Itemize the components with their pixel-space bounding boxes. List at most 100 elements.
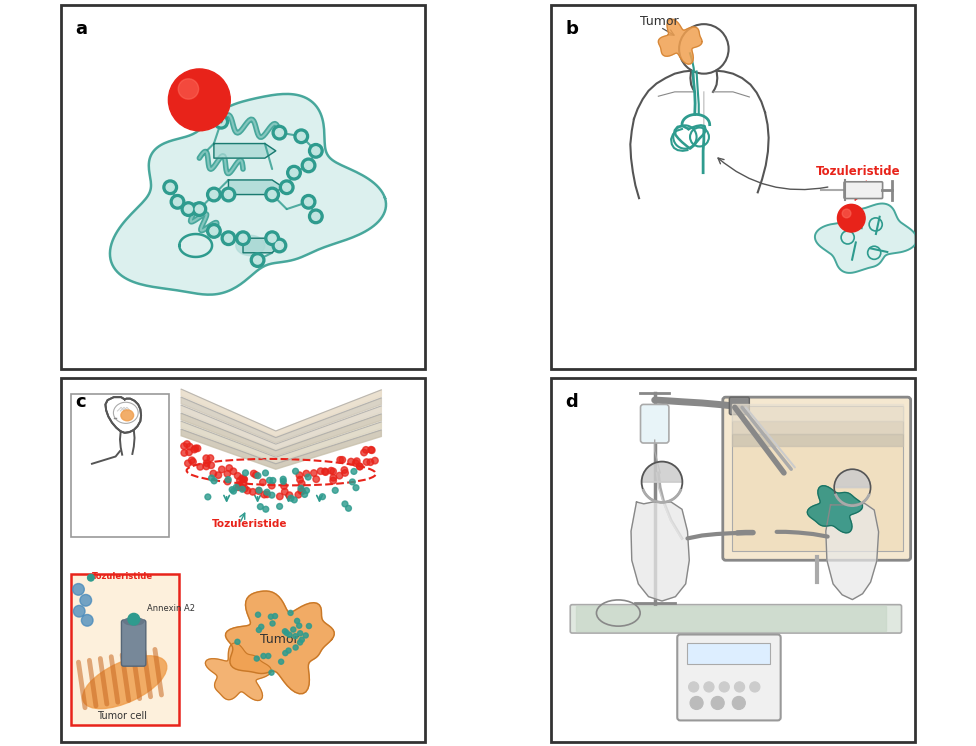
Circle shape	[317, 468, 324, 474]
Circle shape	[304, 488, 309, 493]
Circle shape	[224, 478, 230, 485]
Circle shape	[243, 470, 249, 476]
Circle shape	[349, 479, 355, 485]
Circle shape	[351, 468, 357, 474]
Polygon shape	[182, 421, 382, 463]
Circle shape	[268, 190, 276, 198]
Circle shape	[311, 213, 320, 220]
Circle shape	[265, 653, 270, 659]
Circle shape	[197, 463, 203, 470]
Circle shape	[272, 613, 277, 618]
Circle shape	[256, 612, 261, 617]
Text: c: c	[75, 393, 86, 411]
Polygon shape	[182, 397, 382, 443]
Circle shape	[837, 204, 865, 232]
Text: Annexin A2: Annexin A2	[146, 604, 194, 613]
Polygon shape	[182, 405, 382, 450]
Circle shape	[269, 670, 274, 675]
Polygon shape	[807, 486, 863, 533]
Circle shape	[280, 476, 286, 482]
Circle shape	[225, 477, 231, 483]
Circle shape	[299, 488, 305, 495]
Circle shape	[210, 470, 217, 477]
Circle shape	[302, 158, 316, 172]
Circle shape	[244, 487, 251, 494]
Circle shape	[80, 595, 92, 606]
Circle shape	[239, 234, 247, 242]
Circle shape	[260, 479, 266, 486]
Circle shape	[257, 627, 262, 633]
Circle shape	[73, 606, 85, 617]
Circle shape	[191, 446, 197, 453]
Circle shape	[310, 470, 317, 477]
FancyBboxPatch shape	[71, 394, 169, 536]
Circle shape	[297, 623, 302, 628]
Circle shape	[261, 492, 267, 498]
Circle shape	[253, 471, 260, 478]
Polygon shape	[182, 413, 382, 456]
Circle shape	[293, 633, 298, 639]
Circle shape	[278, 659, 284, 664]
Circle shape	[186, 443, 193, 450]
Circle shape	[283, 184, 291, 191]
Circle shape	[224, 471, 230, 477]
Polygon shape	[214, 143, 276, 158]
Circle shape	[210, 190, 218, 198]
Circle shape	[188, 457, 195, 463]
Circle shape	[184, 205, 192, 213]
Circle shape	[236, 231, 250, 245]
Circle shape	[222, 231, 236, 245]
FancyBboxPatch shape	[687, 643, 770, 664]
Text: Tumor cell: Tumor cell	[98, 711, 147, 721]
Circle shape	[219, 466, 225, 473]
Circle shape	[305, 474, 311, 480]
Circle shape	[305, 161, 312, 169]
Circle shape	[230, 468, 236, 474]
Circle shape	[128, 613, 140, 625]
Circle shape	[704, 682, 714, 692]
Circle shape	[330, 477, 337, 484]
Circle shape	[208, 462, 215, 468]
Circle shape	[298, 486, 304, 492]
Circle shape	[275, 242, 283, 249]
Circle shape	[732, 697, 746, 709]
Circle shape	[281, 483, 287, 489]
Circle shape	[287, 633, 292, 637]
Circle shape	[330, 474, 337, 481]
Polygon shape	[182, 389, 382, 436]
Circle shape	[236, 477, 243, 484]
Circle shape	[264, 491, 270, 498]
Circle shape	[287, 166, 302, 180]
Circle shape	[210, 227, 218, 235]
Circle shape	[298, 640, 303, 645]
Circle shape	[254, 256, 262, 264]
Polygon shape	[236, 235, 264, 256]
Circle shape	[308, 209, 323, 224]
Circle shape	[269, 492, 275, 498]
Circle shape	[286, 492, 293, 498]
Circle shape	[363, 459, 370, 466]
Circle shape	[270, 621, 275, 626]
Circle shape	[268, 234, 276, 242]
Circle shape	[170, 195, 184, 209]
Circle shape	[296, 472, 303, 478]
Circle shape	[346, 505, 351, 511]
Circle shape	[842, 209, 851, 218]
Ellipse shape	[121, 410, 134, 421]
Circle shape	[275, 128, 283, 137]
Circle shape	[224, 234, 232, 242]
Circle shape	[174, 198, 182, 206]
Circle shape	[299, 480, 305, 486]
Text: Tumor: Tumor	[640, 15, 678, 28]
Circle shape	[281, 489, 288, 495]
Circle shape	[353, 458, 360, 465]
Polygon shape	[659, 19, 702, 64]
Circle shape	[183, 441, 190, 448]
Circle shape	[235, 484, 242, 490]
Polygon shape	[105, 397, 142, 433]
Polygon shape	[732, 433, 903, 445]
Circle shape	[81, 615, 93, 626]
Circle shape	[181, 450, 187, 457]
Circle shape	[270, 477, 276, 483]
Circle shape	[214, 114, 228, 129]
